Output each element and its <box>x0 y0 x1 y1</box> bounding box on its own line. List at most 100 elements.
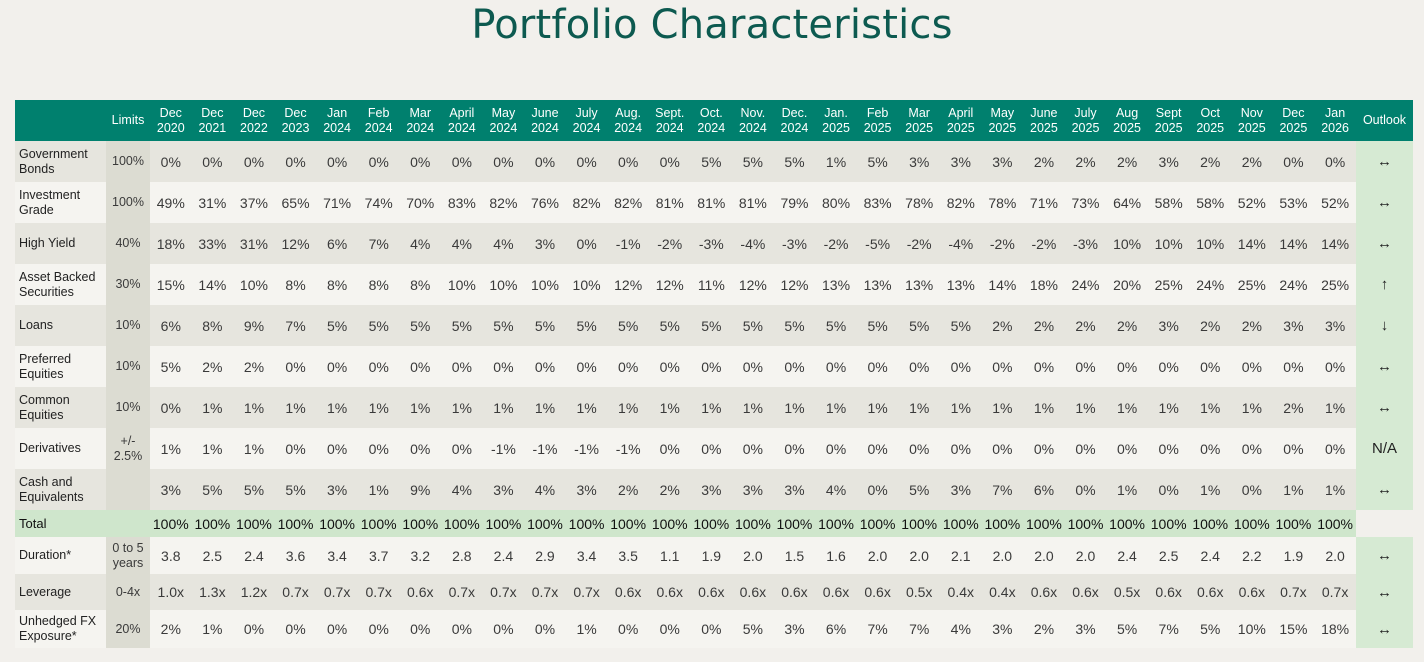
header-period: April 2024 <box>441 100 483 141</box>
table-cell: 82% <box>939 182 982 223</box>
table-cell: 37% <box>233 182 275 223</box>
table-cell: 13% <box>898 264 940 305</box>
table-cell: 2% <box>233 346 275 387</box>
table-cell: 82% <box>565 182 608 223</box>
table-cell: 2.0 <box>732 537 774 574</box>
table-row: Derivatives +/- 2.5% 1% 1% 1% 0% 0% 0% 0% 0% -1% -1%… <box>15 428 1413 469</box>
table-cell: 7% <box>856 610 899 648</box>
table-cell: 0% <box>441 610 483 648</box>
table-cell: 1% <box>1231 387 1273 428</box>
table-cell: 0% <box>815 346 857 387</box>
table-cell: -1% <box>524 428 566 469</box>
table-cell: 0% <box>1147 428 1190 469</box>
table-cell: 76% <box>524 182 566 223</box>
table-cell: 0.5x <box>1106 574 1148 610</box>
table-cell: 100% <box>524 510 566 537</box>
table-cell: 0.6x <box>1064 574 1107 610</box>
table-cell: 1% <box>399 387 442 428</box>
row-limit: 10% <box>106 305 150 346</box>
table-cell: 80% <box>815 182 857 223</box>
table-cell: 0.6x <box>607 574 649 610</box>
table-cell: 0% <box>648 346 691 387</box>
table-cell: 0.7x <box>565 574 608 610</box>
table-cell: 100% <box>441 510 483 537</box>
table-cell: 0% <box>1064 469 1107 510</box>
table-cell: 3% <box>898 141 940 182</box>
table-cell: 3% <box>316 469 358 510</box>
table-cell: 0% <box>482 346 525 387</box>
table-row: Investment Grade 100% 49% 31% 37% 65% 71% 74% 70%… <box>15 182 1413 223</box>
table-cell: 31% <box>191 182 234 223</box>
table-cell: -2% <box>981 223 1024 264</box>
table-cell: 10% <box>441 264 483 305</box>
table-cell: 3.6 <box>274 537 317 574</box>
table-cell: 3.8 <box>150 537 192 574</box>
table-cell: 100% <box>357 510 400 537</box>
table-cell: 1% <box>565 610 608 648</box>
table-cell: 1% <box>441 387 483 428</box>
table-row: Government Bonds 100% 0% 0% 0% 0% 0% 0% 0% 0% 0% 0% 0… <box>15 141 1413 182</box>
row-label: Derivatives <box>15 428 106 469</box>
table-cell: 12% <box>773 264 816 305</box>
table-cell: 10% <box>233 264 275 305</box>
table-cell: 0.5x <box>898 574 940 610</box>
table-cell: 2.0 <box>1314 537 1356 574</box>
table-cell: 71% <box>1023 182 1065 223</box>
header-period: June 2024 <box>524 100 566 141</box>
table-cell: 0.7x <box>524 574 566 610</box>
table-row: Common Equities 10% 0% 1% 1% 1% 1% 1% 1% 1% 1% 1% 1% 1… <box>15 387 1413 428</box>
table-cell: 4% <box>939 610 982 648</box>
table-cell: 100% <box>482 510 525 537</box>
table-cell: 0% <box>274 428 317 469</box>
table-cell: 33% <box>191 223 234 264</box>
table-cell: 0% <box>316 141 358 182</box>
table-cell: 1% <box>357 387 400 428</box>
table-row: Cash and Equivalents 3% 5% 5% 5% 3% 1% 9% 4% 3% 4% 3… <box>15 469 1413 510</box>
header-period: Mar 2025 <box>898 100 940 141</box>
row-label: Preferred Equities <box>15 346 106 387</box>
table-cell: 100% <box>1231 510 1273 537</box>
table-cell: -3% <box>690 223 733 264</box>
table-cell: 0.7x <box>274 574 317 610</box>
table-cell: 15% <box>1272 610 1315 648</box>
table-cell: 7% <box>274 305 317 346</box>
table-cell: 3% <box>939 469 982 510</box>
table-cell: 5% <box>898 469 940 510</box>
table-cell: 0.6x <box>648 574 691 610</box>
table-cell: 74% <box>357 182 400 223</box>
table-cell: 3% <box>565 469 608 510</box>
table-cell: 0% <box>524 141 566 182</box>
table-cell: 3.2 <box>399 537 442 574</box>
table-cell: 100% <box>981 510 1024 537</box>
table-cell: 12% <box>648 264 691 305</box>
header-period: Jan 2026 <box>1314 100 1356 141</box>
table-cell: 2% <box>1272 387 1315 428</box>
table-cell: 0.4x <box>939 574 982 610</box>
table-cell: 3% <box>773 469 816 510</box>
row-label: Common Equities <box>15 387 106 428</box>
table-cell: 15% <box>150 264 192 305</box>
table-cell: 3% <box>150 469 192 510</box>
row-label: Total <box>15 510 106 537</box>
table-cell: 14% <box>1272 223 1315 264</box>
table-cell: 1% <box>191 610 234 648</box>
table-cell: 0.6x <box>856 574 899 610</box>
table-cell: 0% <box>316 346 358 387</box>
table-cell: 100% <box>565 510 608 537</box>
table-cell: 81% <box>648 182 691 223</box>
header-period: Aug. 2024 <box>607 100 649 141</box>
table-cell: 2% <box>1023 305 1065 346</box>
header-period: Dec. 2024 <box>773 100 816 141</box>
table-cell: 0% <box>1023 346 1065 387</box>
header-period: Nov. 2024 <box>732 100 774 141</box>
table-cell: 2.0 <box>1023 537 1065 574</box>
table-cell: 2.4 <box>233 537 275 574</box>
table-cell: 0% <box>981 346 1024 387</box>
table-cell: 0.6x <box>690 574 733 610</box>
table-cell: 81% <box>690 182 733 223</box>
table-cell: 0% <box>233 141 275 182</box>
row-limit <box>106 469 150 510</box>
table-cell: 0% <box>565 346 608 387</box>
outlook-arrow-icon: ↔ <box>1356 574 1413 610</box>
table-row: Preferred Equities 10% 5% 2% 2% 0% 0% 0% 0% 0% 0% 0%… <box>15 346 1413 387</box>
